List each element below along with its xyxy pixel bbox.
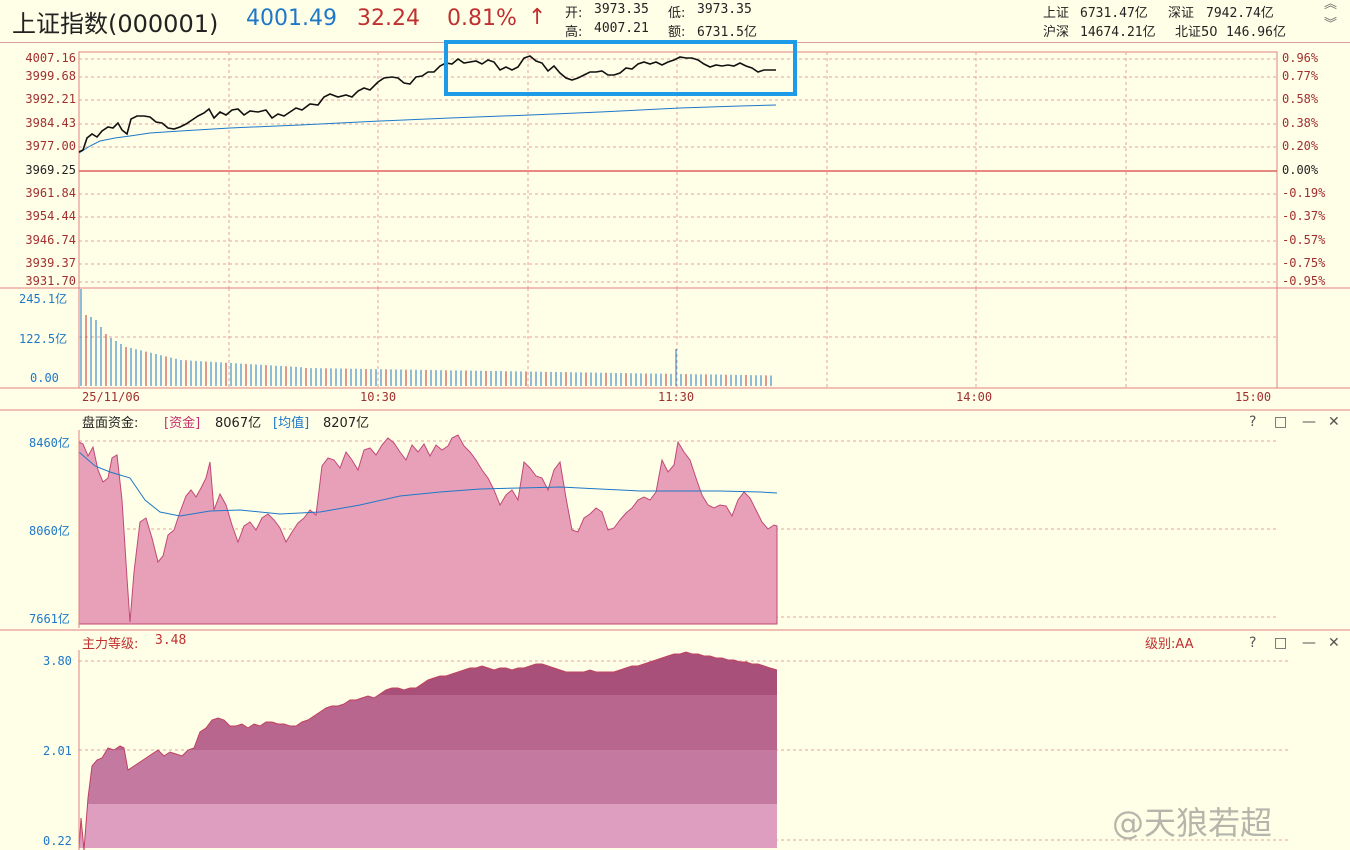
level-line [78,651,778,850]
up-arrow-icon: ↑ [528,5,547,30]
watermark: @天狼若超 [1112,804,1273,842]
price-tick-7: 3954.44 [25,209,76,223]
fund-area [78,434,778,625]
pct-tick-5: 0.00% [1282,163,1319,177]
avg-value: 8207亿 [323,416,370,431]
time-label-1130: 11:30 [658,390,695,404]
price-tick-0: 4007.16 [25,51,76,65]
price-tick-9: 3939.37 [25,256,76,270]
sz-value: 7942.74亿 [1206,6,1274,21]
pct-tick-8: -0.57% [1282,233,1326,247]
level-grid [79,660,1290,841]
sh-value: 6731.47亿 [1080,6,1148,21]
fund-y-bot: 7661亿 [29,612,70,626]
price-panel-frame [78,51,1278,389]
level-y-bot: 0.22 [43,834,72,848]
pct-tick-9: -0.75% [1282,256,1326,270]
panel3-close-button[interactable]: ✕ [1328,635,1340,651]
level-band-2 [79,695,777,750]
level-y-mid: 2.01 [43,744,72,758]
level-band-0 [79,804,777,848]
bz-label: 北证50 [1175,25,1218,40]
low-label: 低: [668,6,686,21]
volume-mid-label: 122.5亿 [19,332,68,346]
fund-value: 8067亿 [215,416,262,431]
pct-tick-6: -0.19% [1282,186,1326,200]
fund-panel-title: 盘面资金: [82,416,139,431]
fund-y-mid: 8060亿 [29,524,70,538]
panel2-minimize-button[interactable]: — [1302,414,1316,430]
volume-bars [80,289,772,386]
open-value: 3973.35 [594,2,649,17]
pct-tick-10: -0.95% [1282,274,1326,288]
level-value: 3.48 [155,633,187,648]
panel3-minimize-button[interactable]: — [1302,635,1316,651]
price-tick-6: 3961.84 [25,186,76,200]
avg-label: [均值] [273,416,310,431]
high-value: 4007.21 [594,21,649,36]
time-label-1500: 15:00 [1235,390,1272,404]
price-tick-10: 3931.70 [25,274,76,288]
sz-label: 深证 [1168,6,1195,21]
price-tick-2: 3992.21 [25,92,76,106]
panel2-close-button[interactable]: ✕ [1328,414,1340,430]
price-grid [79,52,1277,388]
pct-tick-7: -0.37% [1282,209,1326,223]
date-label: 25/11/06 [82,390,140,404]
level-panel-title: 主力等级: [82,637,139,652]
level-grade: 级别:AA [1145,637,1194,652]
level-y-top: 3.80 [43,654,72,668]
pct-tick-2: 0.58% [1282,92,1319,106]
fund-avg-line [78,451,778,517]
high-label: 高: [565,25,583,40]
amount-value: 6731.5亿 [697,25,757,40]
price-tick-1: 3999.68 [25,69,76,83]
sh-label: 上证 [1043,6,1070,21]
panel3-help-button[interactable]: ? [1249,635,1257,651]
panel2-help-button[interactable]: ? [1249,414,1257,430]
highlight-box [444,40,797,96]
time-label-1400: 14:00 [956,390,993,404]
volume-max-label: 245.1亿 [19,292,68,306]
price-tick-4: 3977.00 [25,139,76,153]
pct-tick-0: 0.96% [1282,51,1319,65]
price-tick-8: 3946.74 [25,233,76,247]
pct-tick-4: 0.20% [1282,139,1319,153]
fund-label: [资金] [164,416,201,431]
volume-zero-label: 0.00 [30,371,59,385]
avg-price-line [78,104,777,154]
price-tick-5: 3969.25 [25,163,76,177]
hs-value: 14674.21亿 [1080,25,1156,40]
index-name: 上证指数(000001) [12,10,219,38]
pct-tick-1: 0.77% [1282,69,1319,83]
price-tick-3: 3984.43 [25,116,76,130]
quote-header: 上证指数(000001) 4001.49 32.24 0.81% ↑ 开: 39… [0,0,1350,43]
open-label: 开: [565,6,583,21]
pct-tick-3: 0.38% [1282,116,1319,130]
level-band-1 [79,750,777,804]
price-line [78,55,776,153]
current-price: 4001.49 [246,6,337,31]
panel2-maximize-button[interactable]: □ [1274,414,1288,430]
time-label-1030: 10:30 [360,390,397,404]
amount-label: 额: [668,25,686,40]
low-value: 3973.35 [697,2,752,17]
fund-y-top: 8460亿 [29,436,70,450]
price-change: 32.24 [357,6,420,31]
expand-down-icon[interactable]: ︾ [1324,17,1338,32]
panel3-maximize-button[interactable]: □ [1274,635,1288,651]
price-change-pct: 0.81% [447,6,517,31]
bz-value: 146.96亿 [1226,25,1286,40]
expand-up-icon[interactable]: ︽ [1324,0,1338,12]
hs-label: 沪深 [1043,25,1070,40]
